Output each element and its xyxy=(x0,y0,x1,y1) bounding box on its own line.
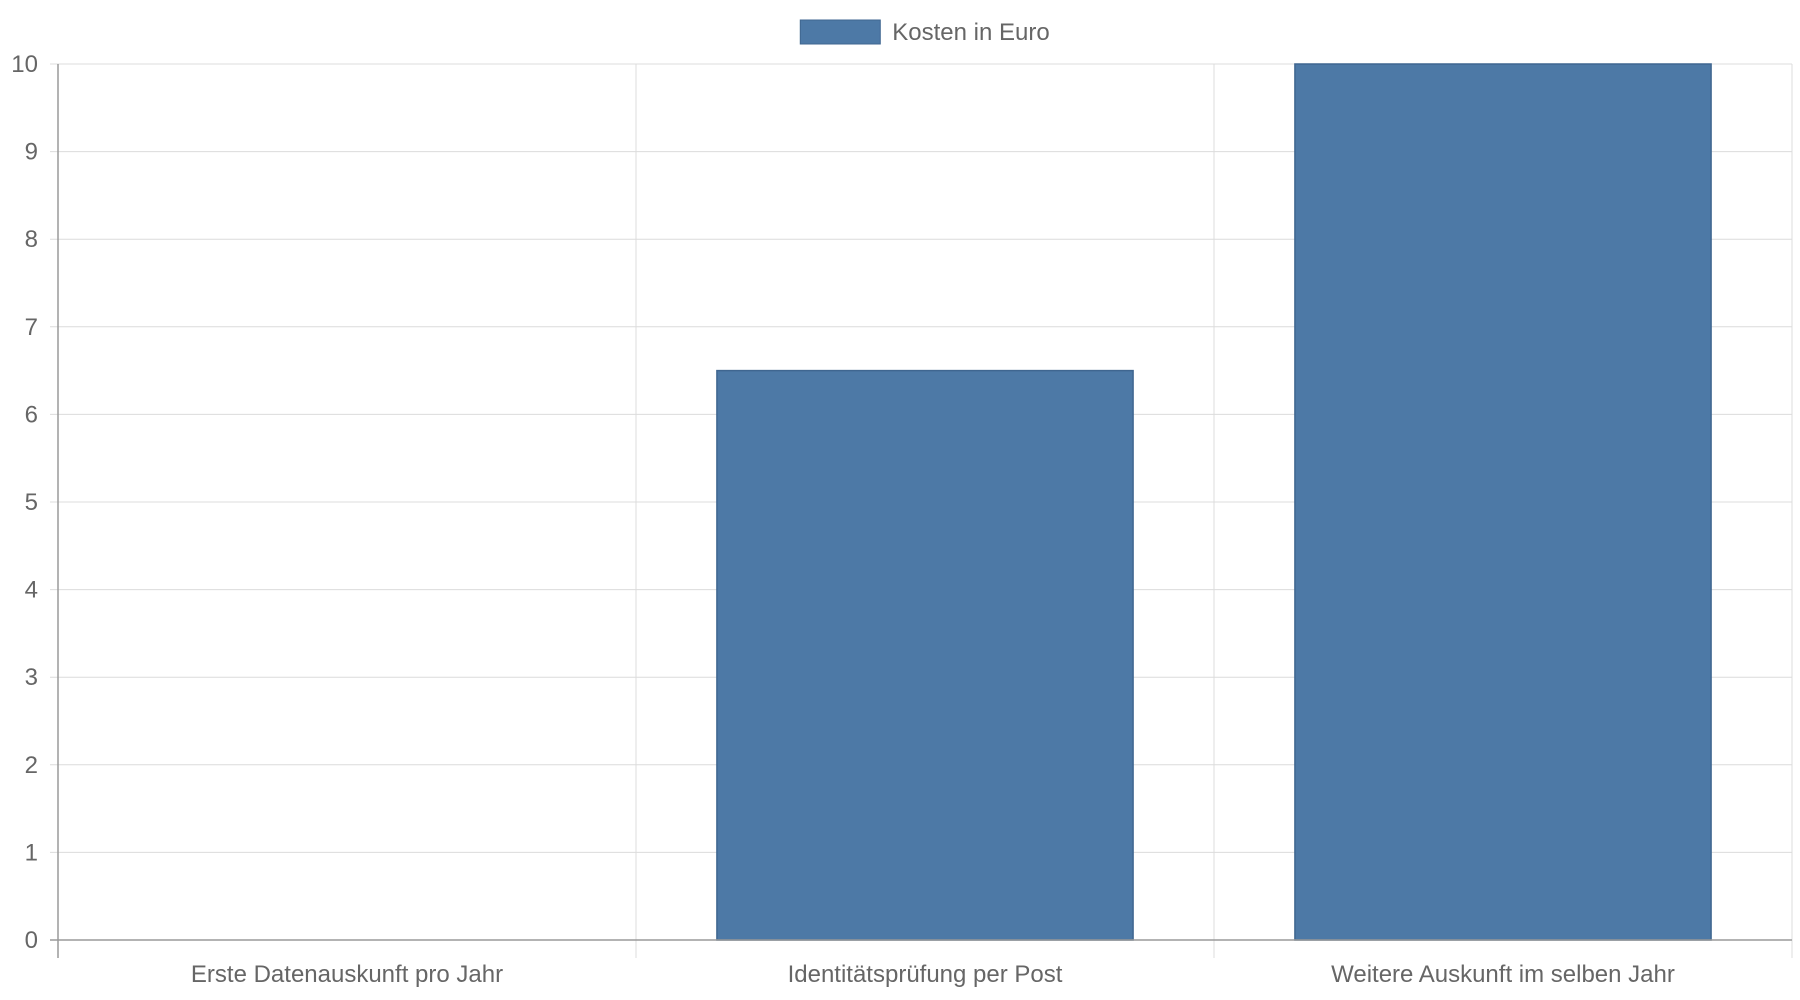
legend-swatch xyxy=(799,19,881,45)
bar-2[interactable] xyxy=(716,369,1134,941)
legend[interactable]: Kosten in Euro xyxy=(799,19,1050,46)
y-tick-label: 5 xyxy=(25,489,38,516)
x-tick-label: Weitere Auskunft im selben Jahr xyxy=(1331,961,1675,988)
y-tick-label: 4 xyxy=(25,577,38,604)
x-tick-label: Erste Datenauskunft pro Jahr xyxy=(191,961,503,988)
bars xyxy=(716,63,1712,941)
y-tick-labels: 0 1 2 3 4 5 6 7 8 9 10 xyxy=(11,51,38,954)
y-tick-label: 10 xyxy=(11,51,38,78)
y-tick-label: 0 xyxy=(25,927,38,954)
y-tick-label: 7 xyxy=(25,314,38,341)
y-tick-label: 3 xyxy=(25,664,38,691)
legend-label: Kosten in Euro xyxy=(892,19,1049,46)
x-tick-label: Identitätsprüfung per Post xyxy=(788,961,1063,988)
y-tick-label: 6 xyxy=(25,401,38,428)
y-tick-label: 2 xyxy=(25,752,38,779)
x-tick-labels: Erste Datenauskunft pro Jahr Identitätspr… xyxy=(191,961,1675,988)
y-tick-label: 1 xyxy=(25,839,38,866)
bar-3[interactable] xyxy=(1294,63,1712,941)
axes xyxy=(50,64,1792,958)
y-tick-label: 9 xyxy=(25,139,38,166)
y-tick-label: 8 xyxy=(25,226,38,253)
